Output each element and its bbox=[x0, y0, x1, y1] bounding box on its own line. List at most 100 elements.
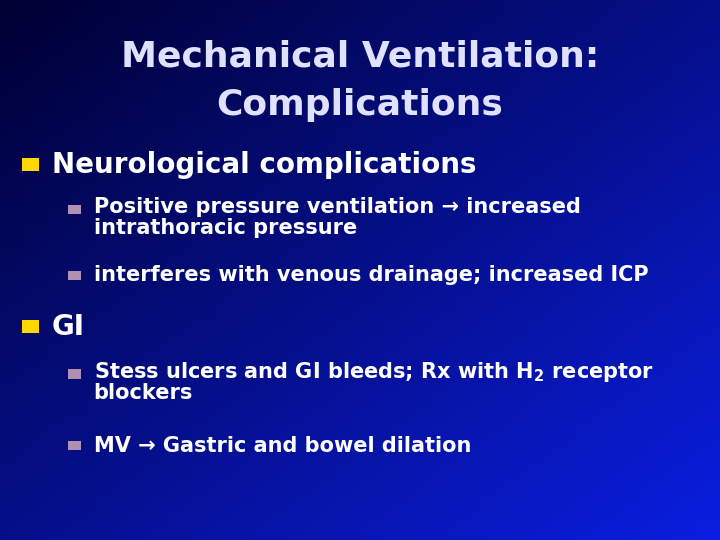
Bar bbox=[516, 269, 529, 279]
Bar bbox=[660, 0, 673, 9]
Bar bbox=[276, 503, 289, 513]
Bar bbox=[336, 215, 349, 225]
Bar bbox=[600, 449, 613, 459]
Bar bbox=[408, 143, 421, 153]
Bar bbox=[216, 278, 230, 288]
Bar bbox=[252, 98, 266, 108]
Bar bbox=[24, 233, 37, 243]
Bar bbox=[48, 341, 61, 351]
Bar bbox=[408, 440, 421, 450]
Bar bbox=[180, 485, 194, 495]
Bar bbox=[156, 413, 169, 423]
Bar bbox=[120, 512, 133, 522]
Bar bbox=[96, 62, 109, 72]
Bar bbox=[600, 476, 613, 486]
Bar bbox=[312, 269, 325, 279]
Bar bbox=[408, 179, 421, 189]
Bar bbox=[204, 431, 217, 441]
Bar bbox=[264, 251, 277, 261]
Bar bbox=[180, 242, 194, 252]
Bar bbox=[696, 521, 709, 531]
Bar bbox=[396, 530, 410, 540]
Bar bbox=[24, 278, 37, 288]
Bar bbox=[684, 233, 698, 243]
Bar bbox=[600, 242, 613, 252]
Bar bbox=[24, 332, 37, 342]
Bar bbox=[468, 296, 482, 306]
Bar bbox=[180, 170, 194, 180]
Bar bbox=[204, 107, 217, 117]
Bar bbox=[696, 323, 709, 333]
Bar bbox=[528, 98, 541, 108]
Bar bbox=[84, 143, 97, 153]
Bar bbox=[144, 476, 158, 486]
Bar bbox=[468, 224, 482, 234]
Bar bbox=[96, 359, 109, 369]
Bar bbox=[360, 278, 374, 288]
Bar bbox=[180, 26, 194, 36]
Bar bbox=[264, 530, 277, 540]
Bar bbox=[204, 269, 217, 279]
Bar bbox=[0, 332, 14, 342]
Bar bbox=[60, 152, 73, 162]
Bar bbox=[228, 53, 241, 63]
Bar bbox=[36, 206, 50, 216]
Bar bbox=[360, 341, 374, 351]
Bar bbox=[72, 179, 86, 189]
Bar bbox=[336, 53, 349, 63]
Bar bbox=[516, 215, 529, 225]
Bar bbox=[24, 260, 37, 270]
Bar bbox=[252, 179, 266, 189]
Bar bbox=[564, 98, 577, 108]
Bar bbox=[48, 89, 61, 99]
Bar bbox=[336, 89, 349, 99]
Bar bbox=[360, 89, 374, 99]
Bar bbox=[576, 431, 590, 441]
Bar bbox=[384, 107, 397, 117]
Bar bbox=[228, 35, 241, 45]
Bar bbox=[156, 440, 169, 450]
Bar bbox=[144, 260, 158, 270]
Bar bbox=[492, 161, 505, 171]
Bar bbox=[540, 251, 554, 261]
Bar bbox=[552, 476, 565, 486]
Bar bbox=[12, 341, 25, 351]
Bar bbox=[192, 35, 205, 45]
Bar bbox=[516, 125, 529, 135]
Bar bbox=[480, 80, 493, 90]
Bar bbox=[264, 44, 277, 54]
Bar bbox=[672, 188, 685, 198]
Bar bbox=[468, 512, 482, 522]
Bar bbox=[624, 26, 637, 36]
Bar bbox=[300, 143, 313, 153]
Bar bbox=[288, 341, 302, 351]
Bar bbox=[648, 152, 662, 162]
Bar bbox=[492, 278, 505, 288]
Bar bbox=[480, 17, 493, 27]
Bar bbox=[624, 242, 637, 252]
Bar bbox=[132, 305, 145, 315]
Bar bbox=[168, 143, 181, 153]
Bar bbox=[252, 0, 266, 9]
Bar bbox=[348, 98, 361, 108]
Bar bbox=[24, 134, 37, 144]
Bar bbox=[192, 422, 205, 432]
Bar bbox=[480, 512, 493, 522]
Bar bbox=[612, 341, 626, 351]
Bar bbox=[312, 8, 325, 18]
Bar bbox=[696, 314, 709, 324]
Bar bbox=[516, 170, 529, 180]
Bar bbox=[216, 431, 230, 441]
Bar bbox=[240, 512, 253, 522]
Bar bbox=[504, 233, 518, 243]
Bar bbox=[156, 368, 169, 378]
Bar bbox=[204, 494, 217, 504]
Bar bbox=[384, 98, 397, 108]
Bar bbox=[48, 467, 61, 477]
Bar bbox=[456, 197, 469, 207]
Bar bbox=[600, 404, 613, 414]
Bar bbox=[0, 368, 14, 378]
Bar bbox=[684, 458, 698, 468]
Bar bbox=[12, 494, 25, 504]
Bar bbox=[612, 224, 626, 234]
